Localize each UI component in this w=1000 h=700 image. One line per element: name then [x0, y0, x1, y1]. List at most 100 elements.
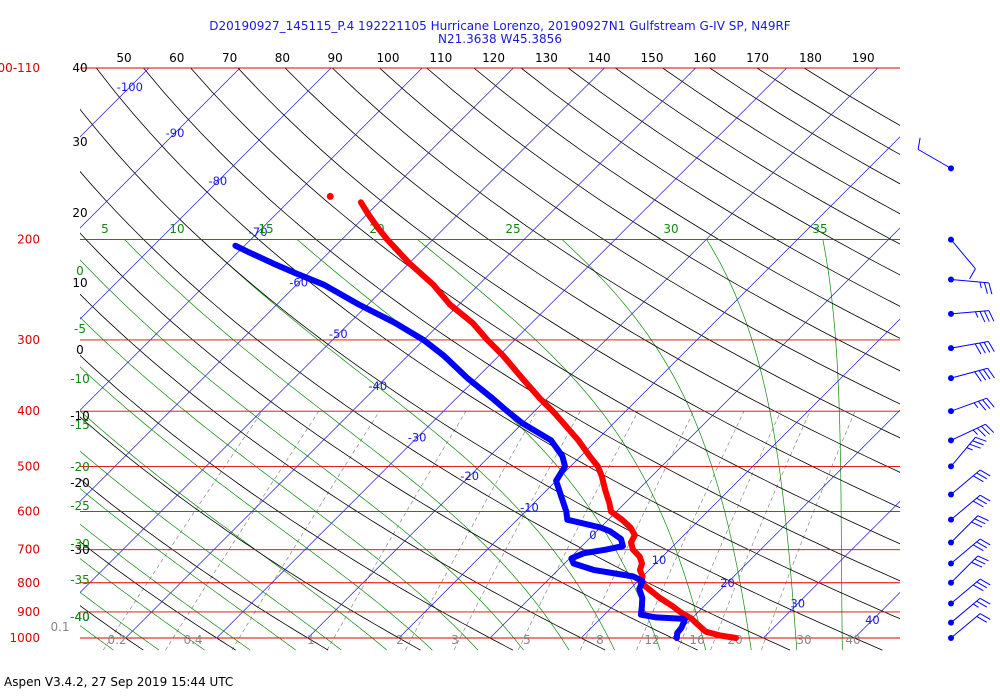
dry-adiabat-line: [190, 68, 900, 545]
top-tick-label: 130: [535, 51, 558, 65]
wind-barb-flag: [974, 518, 986, 525]
moist-adiabat-line: [80, 591, 160, 651]
wind-barb-station: [948, 539, 954, 546]
footer-version: Aspen V3.4.2, 27 Sep 2019 15:44 UTC: [4, 675, 234, 689]
wind-barb-staff: [950, 423, 986, 441]
moist-adiabat-label: -10: [70, 372, 90, 386]
dry-adiabat-line: [80, 232, 698, 651]
moist-adiabat-line: [80, 366, 433, 651]
mixing-ratio-line: [710, 411, 811, 651]
isotherm-label: -10: [520, 500, 539, 514]
moist-adiabat-line: [201, 239, 615, 651]
wind-barb-half-flag: [972, 603, 979, 608]
wind-barb-flag: [979, 469, 991, 477]
wind-barb-flag: [976, 581, 988, 589]
wind-barb: [948, 578, 991, 607]
moist-adiabat-label: 5: [101, 222, 109, 236]
mixing-ratio-label: 2: [396, 633, 404, 647]
isotherm-line: [80, 68, 605, 593]
wind-barb-station: [948, 276, 954, 283]
dry-adiabat-label: 0: [76, 343, 84, 357]
dry-adiabat-line: [237, 68, 900, 509]
wind-barb-station: [948, 437, 954, 444]
top-tick-label: 180: [799, 51, 822, 65]
sounding-traces: [232, 192, 739, 641]
isotherm-line: [489, 227, 900, 639]
wind-barb: [948, 469, 991, 498]
wind-barb-flag: [979, 538, 991, 546]
wind-barb-half-flag: [979, 281, 982, 289]
top-tick-label: 60: [169, 51, 184, 65]
wind-barb: [948, 276, 993, 295]
moist-adiabat-line: [80, 523, 251, 651]
mixing-ratio-lines: [103, 411, 856, 651]
mixing-ratio-line: [405, 411, 538, 651]
wind-barb-flag: [976, 427, 986, 437]
wind-barb: [948, 340, 995, 355]
moist-adiabat-line: [80, 410, 388, 651]
isotherm-label: -100: [117, 80, 143, 94]
wind-barb-flag: [983, 282, 988, 294]
mixing-ratio-label: 30: [796, 633, 811, 647]
dry-adiabat-line: [520, 68, 900, 307]
wind-barb-flag: [979, 494, 991, 502]
wind-barb: [917, 137, 954, 172]
isotherm-line: [80, 68, 332, 320]
mixing-ratio-line: [760, 411, 856, 651]
moist-adiabat-line: [80, 558, 205, 651]
dry-adiabat-label: 30: [72, 135, 87, 149]
wind-barb-staff: [950, 397, 987, 412]
wind-barb-flag: [971, 561, 983, 568]
wind-barb-staff: [950, 367, 988, 379]
top-tick-label: 140: [588, 51, 611, 65]
wind-barb-staff: [950, 340, 989, 349]
wind-barb-flag: [978, 370, 987, 381]
wind-barb-flag: [977, 515, 989, 522]
dry-adiabat-line: [567, 68, 900, 276]
wind-barb-half-flag: [972, 429, 978, 435]
mixing-ratio-label: 12: [644, 633, 659, 647]
wind-barb-flag: [969, 443, 981, 449]
pressure-tick-label: 600: [17, 505, 40, 519]
wind-barb-flag: [974, 371, 982, 382]
mixing-ratio-label: 3: [451, 633, 459, 647]
pressure-tick-label: 300: [17, 333, 40, 347]
wind-barb-flag: [972, 544, 984, 552]
top-tick-label: 90: [328, 51, 343, 65]
moist-adiabat-line: [80, 316, 479, 651]
pressure-tick-label: 200: [17, 233, 40, 247]
wind-barb: [948, 310, 995, 323]
moist-adiabat-line: [561, 239, 752, 651]
wind-barb-staff: [950, 310, 989, 315]
isotherm-label: 10: [652, 553, 667, 567]
wind-barb-station: [948, 600, 954, 607]
wind-barb-flag: [972, 500, 984, 508]
mixing-ratio-label: 0.4: [183, 633, 202, 647]
wind-barb-flag: [979, 613, 991, 620]
wind-barb-flag: [987, 367, 995, 379]
top-tick-label: 160: [693, 51, 716, 65]
wind-barb-flag: [976, 541, 988, 549]
wind-barb-station: [948, 635, 954, 641]
wind-barb-station: [948, 491, 954, 498]
dry-adiabat-line: [80, 541, 236, 651]
wind-barb-staff: [950, 578, 981, 604]
dry-adiabat-line: [473, 68, 900, 339]
isotherm-label: 0: [589, 528, 596, 542]
wind-barb-flag: [969, 268, 976, 280]
isotherm-line: [946, 68, 1000, 638]
isotherm-line: [854, 591, 900, 639]
top-tick-label: 170: [746, 51, 769, 65]
temperature-trace: [357, 199, 739, 641]
moist-adiabat-label: -40: [70, 610, 90, 624]
wind-barb-staff: [917, 148, 952, 169]
wind-barb-station: [948, 236, 954, 243]
isotherm-line: [763, 500, 900, 639]
wind-barb: [948, 367, 995, 382]
top-tick-label: 100: [377, 51, 400, 65]
wind-barb-flag: [976, 472, 988, 480]
dry-adiabat-line: [332, 68, 900, 439]
top-tick-label: 150: [641, 51, 664, 65]
mixing-ratio-line: [453, 411, 581, 651]
